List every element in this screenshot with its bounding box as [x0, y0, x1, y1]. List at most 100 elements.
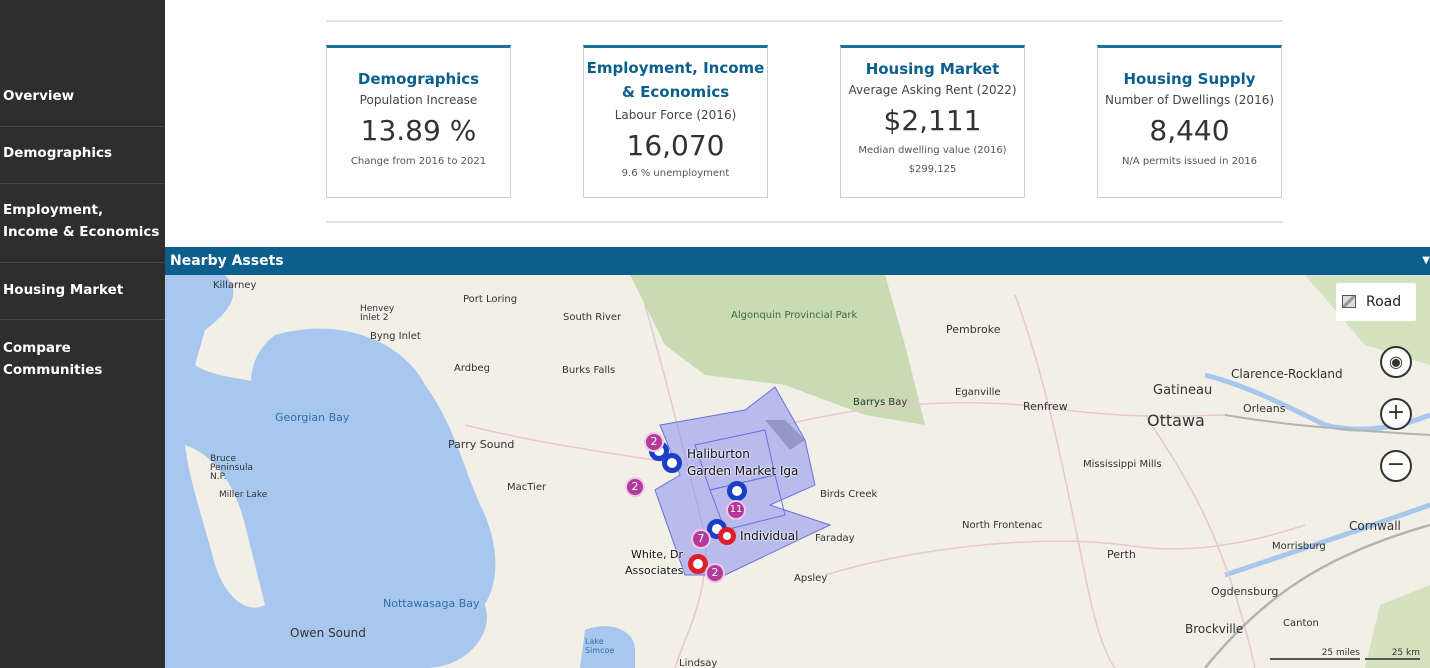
card-title: Housing Market	[865, 60, 1000, 78]
card-value: 13.89 %	[360, 114, 477, 147]
park-area	[1365, 585, 1430, 668]
housing-market-card[interactable]: Housing Market Average Asking Rent (2022…	[840, 45, 1025, 198]
top-divider	[326, 20, 1283, 22]
housing-supply-card[interactable]: Housing Supply Number of Dwellings (2016…	[1097, 45, 1282, 198]
map-header[interactable]: Nearby Assets ▼	[165, 247, 1430, 275]
region-highlight	[765, 420, 805, 450]
place-label: Clarence-Rockland	[1231, 367, 1343, 381]
chevron-down-icon[interactable]: ▼	[1422, 255, 1430, 266]
cluster-marker[interactable]: 2	[625, 477, 645, 497]
card-footnote-value: $299,125	[908, 164, 957, 175]
map-marker[interactable]	[662, 453, 682, 473]
map-marker[interactable]	[688, 554, 708, 574]
sidebar-item-employment-line2[interactable]: Income & Economics	[3, 224, 160, 240]
water-label: Nottawasaga Bay	[383, 597, 480, 610]
water-label: Georgian Bay	[275, 411, 350, 424]
place-label: Perth	[1107, 548, 1136, 561]
park-area	[630, 275, 925, 425]
demographics-card[interactable]: Demographics Population Increase 13.89 %…	[326, 45, 511, 198]
region-polygon[interactable]	[654, 386, 832, 576]
place-label: Canton	[1283, 618, 1319, 629]
place-label: Ardbeg	[454, 363, 490, 374]
water-body	[365, 572, 487, 668]
road-label: Road	[1366, 294, 1402, 310]
sidebar-item-housing-market[interactable]: Housing Market	[3, 282, 124, 298]
card-footnote: 9.6 % unemployment	[621, 168, 730, 179]
place-label: Ogdensburg	[1211, 585, 1279, 598]
place-label: Apsley	[794, 573, 828, 584]
card-title-line2: & Economics	[621, 83, 730, 101]
sidebar-item-employment[interactable]: Employment,	[3, 202, 104, 218]
card-value: 16,070	[626, 129, 725, 162]
map-marker[interactable]	[718, 527, 736, 545]
asset-label: Haliburton	[687, 447, 750, 461]
zoom-in-button[interactable]: +	[1380, 398, 1412, 430]
place-label: Ottawa	[1147, 411, 1205, 430]
park-label: Algonquin Provincial Park	[731, 310, 858, 321]
place-label: Killarney	[213, 280, 257, 291]
zoom-out-button[interactable]: −	[1380, 450, 1412, 482]
card-subtitle: Labour Force (2016)	[614, 108, 737, 122]
place-label: Eganville	[955, 387, 1001, 398]
water-label: Lake Simcoe	[585, 637, 615, 655]
cluster-marker[interactable]: 2	[644, 432, 664, 452]
cluster-marker[interactable]: 7	[691, 529, 711, 549]
place-label: Byng Inlet	[370, 331, 421, 342]
place-label: Henvey Inlet 2	[360, 304, 395, 323]
sidebar-divider	[0, 183, 165, 184]
sidebar-item-overview[interactable]: Overview	[3, 88, 75, 104]
place-label: Pembroke	[946, 323, 1001, 336]
scale-km: 25 km	[1365, 648, 1420, 660]
place-label: Owen Sound	[290, 626, 366, 640]
highway	[1224, 414, 1430, 436]
place-label: Burks Falls	[562, 365, 616, 376]
asset-label: Individual	[740, 529, 799, 543]
cluster-marker[interactable]: 2	[705, 563, 725, 583]
card-footnote: N/A permits issued in 2016	[1121, 156, 1258, 167]
place-label: Cornwall	[1349, 519, 1401, 533]
map-marker[interactable]	[727, 481, 747, 501]
card-title: Housing Supply	[1123, 70, 1256, 88]
place-label: Morrisburg	[1272, 541, 1326, 552]
place-label: Brockville	[1185, 622, 1244, 636]
cluster-marker[interactable]: 11	[726, 500, 746, 520]
asset-label: Associates	[625, 564, 684, 577]
water-body	[251, 328, 496, 627]
place-label: Renfrew	[1023, 400, 1068, 413]
place-label: Mississippi Mills	[1083, 459, 1162, 470]
asset-label: White, Dr	[631, 548, 683, 561]
road-map-icon	[1342, 295, 1356, 308]
bottom-divider	[326, 221, 1283, 223]
sidebar-divider	[0, 126, 165, 127]
place-label: MacTier	[507, 482, 547, 493]
locate-me-button[interactable]: ◉	[1380, 346, 1412, 378]
river	[1224, 502, 1430, 578]
place-label: Faraday	[815, 533, 855, 544]
place-label: Miller Lake	[219, 490, 268, 500]
place-label: Gatineau	[1153, 383, 1213, 398]
sidebar-item-compare-line2[interactable]: Communities	[3, 362, 103, 378]
place-label: Bruce Peninsula N.P.	[210, 454, 253, 482]
place-label: Parry Sound	[448, 438, 515, 451]
road	[784, 402, 1226, 426]
place-label: North Frontenac	[962, 520, 1043, 531]
place-label: South River	[563, 312, 622, 323]
sidebar-item-demographics[interactable]: Demographics	[3, 145, 113, 161]
road-style-toggle[interactable]: Road	[1336, 283, 1416, 321]
map-header-title: Nearby Assets	[170, 253, 284, 269]
scale-miles: 25 miles	[1270, 648, 1360, 660]
land-area	[185, 445, 265, 608]
region-boundary	[709, 474, 786, 531]
road	[1144, 414, 1256, 668]
place-label: Lindsay	[679, 658, 718, 668]
map[interactable]: Killarney Port Loring Henvey Inlet 2 Byn…	[165, 275, 1430, 668]
sidebar-item-compare[interactable]: Compare	[3, 340, 71, 356]
card-subtitle: Population Increase	[359, 93, 478, 107]
sidebar-divider	[0, 319, 165, 320]
employment-card[interactable]: Employment, Income & Economics Labour Fo…	[583, 45, 768, 198]
card-title: Demographics	[357, 70, 480, 88]
sidebar-divider	[0, 262, 165, 263]
sidebar: Overview Demographics Employment, Income…	[0, 0, 165, 668]
road	[1014, 294, 1116, 668]
card-value: $2,111	[883, 104, 982, 137]
